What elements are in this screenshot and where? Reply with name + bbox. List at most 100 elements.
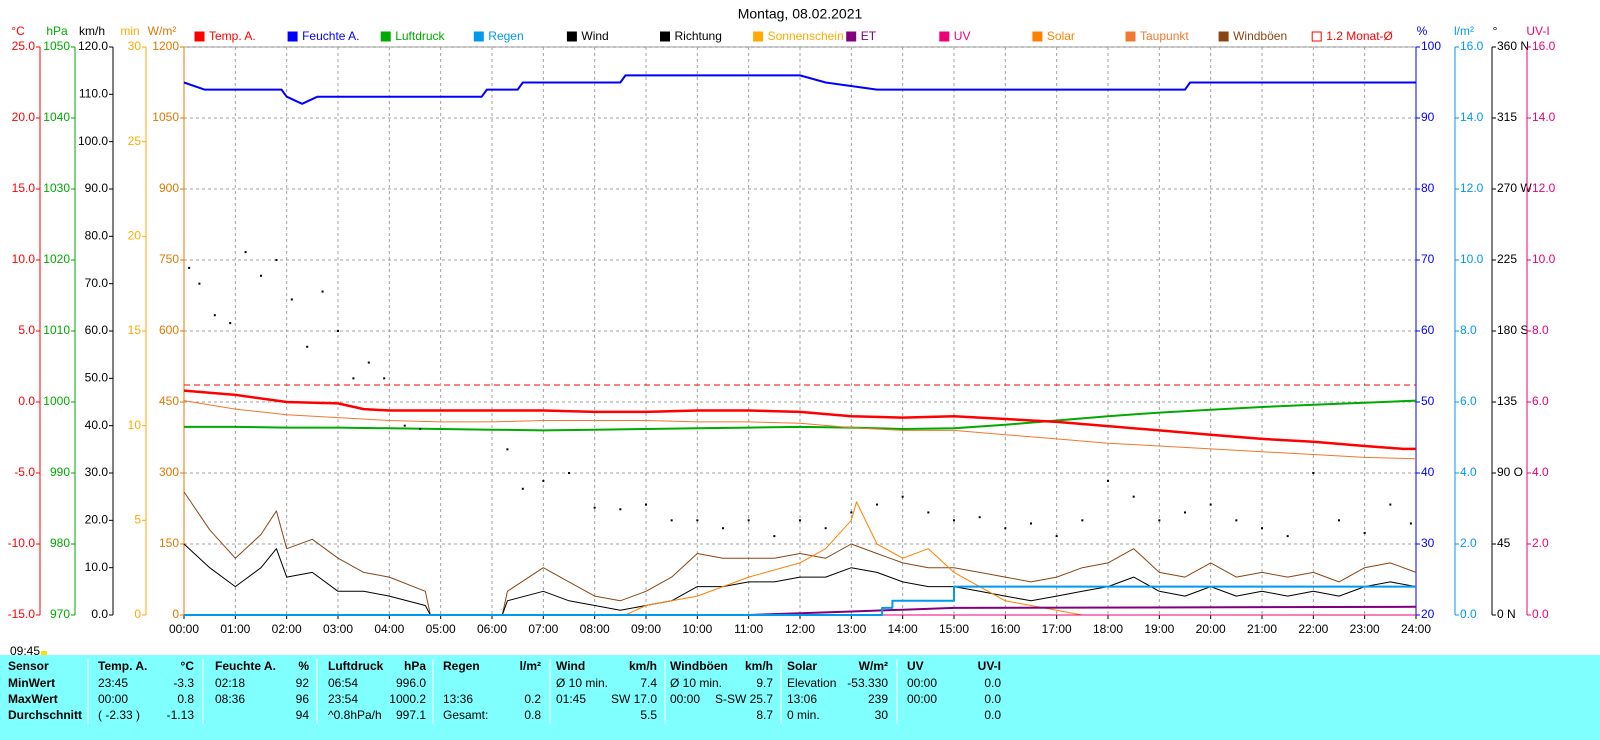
y-tick-label: 0 N: [1497, 607, 1516, 621]
direction-point: [506, 448, 509, 451]
y-tick-label: 12.0: [1460, 181, 1484, 195]
y-tick-label: 100.0: [78, 134, 108, 148]
table-cell: 0.0: [984, 692, 1001, 706]
table-header: Solar: [787, 659, 817, 673]
axis-unit: °: [1493, 24, 1498, 38]
table-cell: SW 17.0: [611, 692, 657, 706]
y-tick-label: 14.0: [1460, 110, 1484, 124]
x-tick-label: 11:00: [734, 622, 763, 636]
table-cell: 8.7: [756, 708, 773, 722]
table-row-label: Durchschnitt: [8, 708, 82, 722]
y-tick-label: 90: [1421, 110, 1435, 124]
x-tick-label: 15:00: [939, 622, 969, 636]
y-tick-label: 8.0: [1532, 323, 1549, 337]
x-tick-label: 08:00: [580, 622, 610, 636]
axis-unit: km/h: [79, 24, 105, 38]
direction-point: [722, 527, 724, 530]
direction-point: [670, 519, 673, 522]
x-tick-label: 05:00: [426, 622, 456, 636]
y-tick-label: 16.0: [1532, 39, 1556, 53]
x-tick-label: 23:00: [1350, 622, 1380, 636]
legend-swatch: [939, 31, 950, 42]
y-tick-label: 6.0: [1460, 394, 1477, 408]
y-tick-label: 10.0: [1460, 252, 1484, 266]
table-header: Windböen: [670, 659, 728, 673]
y-tick-label: 2.0: [1532, 536, 1549, 550]
axis-unit: °C: [11, 24, 25, 38]
y-tick-label: 70: [1421, 252, 1435, 266]
y-tick-label: 14.0: [1532, 110, 1556, 124]
legend-label: Temp. A.: [209, 29, 256, 43]
x-tick-label: 14:00: [888, 622, 918, 636]
table-cell: 997.1: [396, 708, 426, 722]
table-cell: ^0.8hPa/h: [328, 708, 382, 722]
y-tick-label: 80: [1421, 181, 1435, 195]
y-tick-label: 20: [128, 229, 142, 243]
x-tick-label: 02:00: [272, 622, 302, 636]
legend-swatch: [753, 31, 764, 42]
direction-point: [1184, 511, 1186, 514]
y-tick-label: -15.0: [8, 607, 36, 621]
chart-title: Montag, 08.02.2021: [738, 6, 863, 22]
y-tick-label: 0.0: [1532, 607, 1549, 621]
table-cell: 239: [868, 692, 888, 706]
x-tick-label: 16:00: [990, 622, 1020, 636]
direction-point: [1081, 519, 1084, 522]
axis-unit: %: [1417, 24, 1428, 38]
series-line: [183, 389, 1416, 451]
direction-point: [1158, 519, 1161, 522]
y-tick-label: 1030: [43, 181, 70, 195]
legend-label: Feuchte A.: [302, 29, 359, 43]
direction-point: [419, 427, 422, 430]
table-cell: 7.4: [640, 676, 657, 690]
y-tick-label: 0: [172, 607, 179, 621]
table-cell: 00:00: [907, 692, 937, 706]
table-header: °C: [181, 659, 195, 673]
legend-swatch: [566, 31, 577, 42]
table-cell: 0.0: [984, 708, 1001, 722]
table-row-label: MaxWert: [8, 692, 58, 706]
y-tick-label: 30: [1421, 536, 1435, 550]
series-line: [184, 585, 1416, 616]
direction-point: [229, 322, 232, 325]
y-tick-label: 40.0: [85, 418, 109, 432]
legend-swatch: [1032, 31, 1043, 42]
table-cell: 02:18: [215, 676, 245, 690]
table-cell: 0.8: [177, 692, 194, 706]
table-cell: 23:54: [328, 692, 358, 706]
table-cell: 96: [296, 692, 310, 706]
direction-point: [645, 503, 647, 506]
legend-label: Luftdruck: [395, 29, 445, 43]
table-header: l/m²: [520, 659, 541, 673]
legend-label: Richtung: [675, 29, 722, 43]
y-tick-label: 1050: [152, 110, 179, 124]
y-tick-label: 12.0: [1532, 181, 1556, 195]
x-tick-label: 17:00: [1042, 622, 1072, 636]
legend-swatch: [287, 31, 298, 42]
table-header: W/m²: [859, 659, 888, 673]
y-tick-label: 20.0: [85, 513, 109, 527]
y-tick-label: 4.0: [1532, 465, 1549, 479]
time-marker: [41, 651, 47, 655]
y-tick-label: 10.0: [12, 252, 36, 266]
x-tick-label: 13:00: [836, 622, 866, 636]
direction-point: [1409, 522, 1412, 525]
y-tick-label: 10: [128, 418, 142, 432]
direction-point: [1235, 519, 1238, 522]
table-cell: 23:45: [98, 676, 128, 690]
table-cell: 01:45: [556, 692, 586, 706]
table-cell: 00:00: [98, 692, 128, 706]
y-tick-label: 1010: [43, 323, 70, 337]
direction-point: [403, 424, 406, 427]
table-header: UV: [907, 659, 924, 673]
y-tick-label: 16.0: [1460, 39, 1484, 53]
y-tick-label: 110.0: [79, 87, 108, 101]
x-tick-label: 07:00: [528, 622, 558, 636]
direction-point: [1055, 535, 1058, 538]
table-header: Wind: [556, 659, 585, 673]
x-tick-label: 22:00: [1298, 622, 1328, 636]
table-header: km/h: [629, 659, 657, 673]
direction-point: [244, 251, 247, 254]
y-tick-label: 2.0: [1460, 536, 1477, 550]
